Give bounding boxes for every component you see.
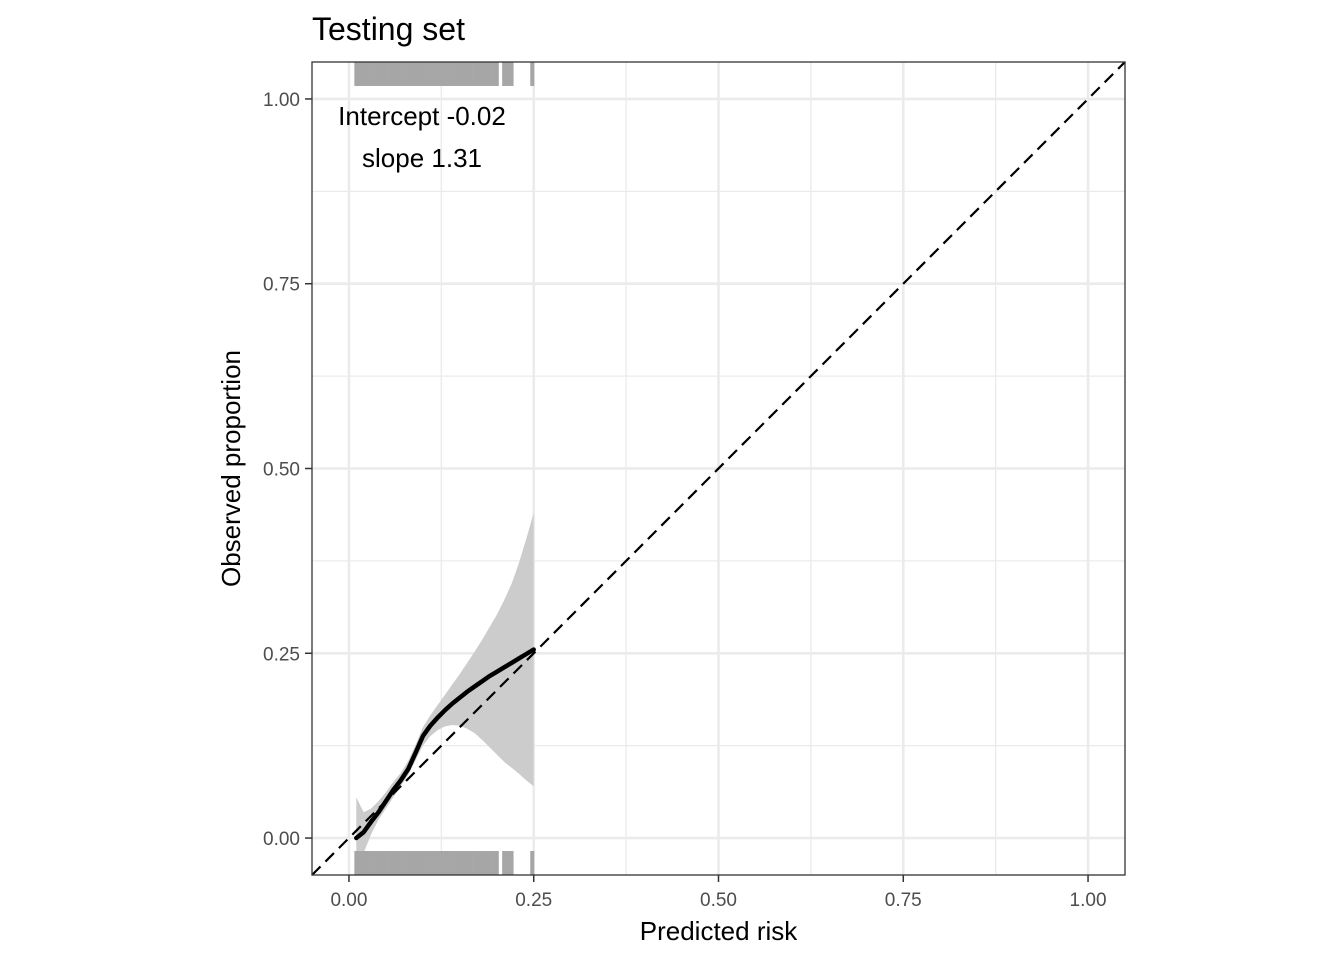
calibration-curve-layer: [354, 647, 536, 841]
x-tick-label: 0.75: [885, 890, 922, 911]
x-tick-label: 1.00: [1070, 890, 1107, 911]
calibration-curve: [354, 647, 536, 841]
annotation-layer: Intercept -0.02 slope 1.31: [338, 101, 506, 173]
reference-line: [311, 61, 1126, 876]
axes: 0.00 0.25 0.50 0.75 1.00 0.00 0.25 0.50 0.75 1.00: [263, 90, 1107, 911]
annotation-line: slope 1.31: [362, 143, 482, 173]
annotation-line: Intercept -0.02: [338, 101, 506, 131]
x-tick-label: 0.50: [700, 890, 737, 911]
y-tick-label: 0.25: [263, 644, 300, 665]
chart-title: Testing set: [312, 11, 465, 47]
x-tick-label: 0.25: [515, 890, 552, 911]
x-axis-title: Predicted risk: [640, 916, 798, 946]
y-tick-label: 1.00: [263, 90, 300, 111]
y-tick-label: 0.50: [263, 460, 300, 481]
y-tick-label: 0.75: [263, 275, 300, 296]
y-tick-label: 0.00: [263, 829, 300, 850]
reference-line-layer: [311, 61, 1126, 876]
y-axis-title: Observed proportion: [216, 350, 246, 587]
x-tick-label: 0.00: [330, 890, 367, 911]
rug-layer: [354, 62, 535, 875]
